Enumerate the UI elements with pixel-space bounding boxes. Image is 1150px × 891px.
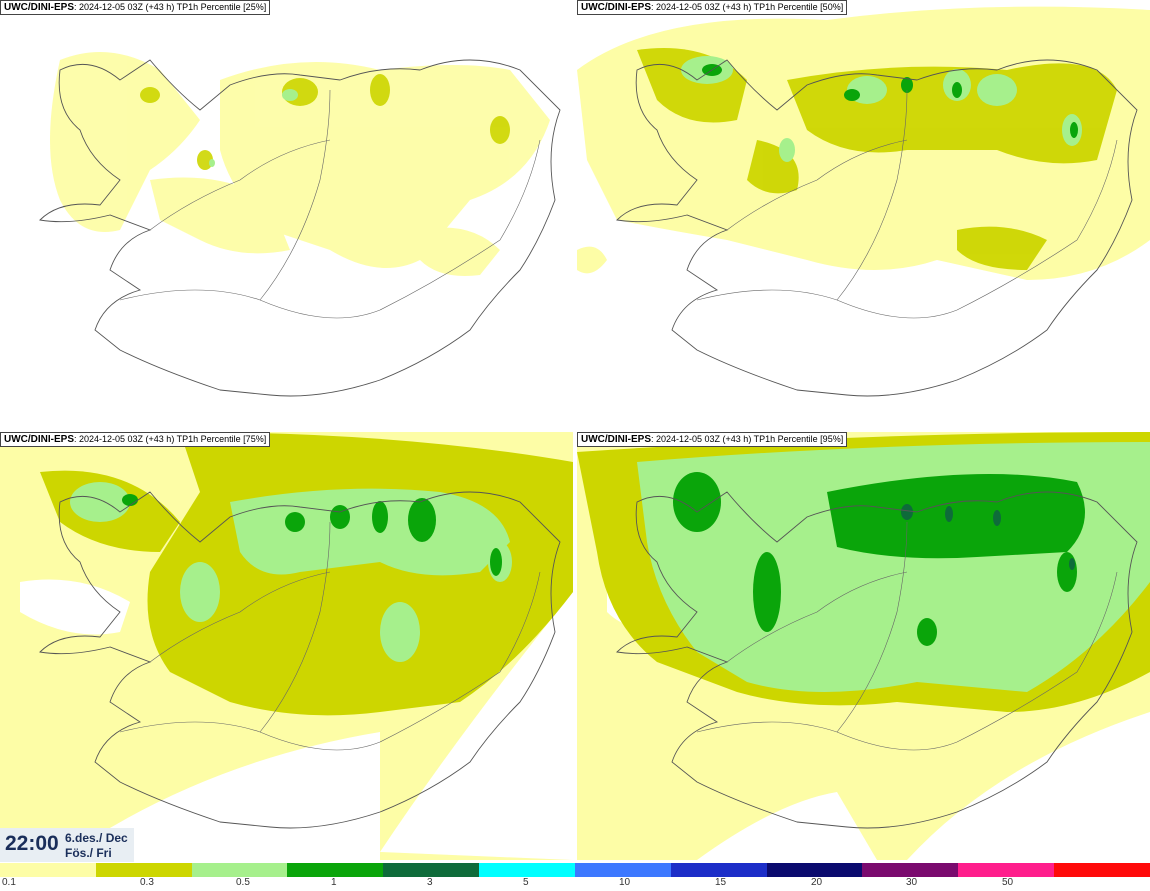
precip-fill-high xyxy=(209,89,298,167)
precip-map-p50 xyxy=(577,6,1150,397)
panel-title-p95: UWC/DINI-EPS: 2024-12-05 03Z (+43 h) TP1… xyxy=(577,432,848,447)
iceland-outline xyxy=(39,59,561,397)
colorbar-tick-label: 5 xyxy=(523,877,529,888)
colorbar-tick-label: 30 xyxy=(906,877,918,888)
valid-date: 6.des./ Dec xyxy=(65,831,128,845)
colorbar-segment xyxy=(191,863,288,877)
precip-fill-heavy xyxy=(122,494,502,576)
colorbar-segment xyxy=(766,863,863,877)
colorbar-segment xyxy=(95,863,192,877)
colorbar-tick-label: 0.5 xyxy=(236,877,250,888)
colorbar-segment xyxy=(0,863,96,877)
map-panel-p75: UWC/DINI-EPS: 2024-12-05 03Z (+43 h) TP1… xyxy=(0,432,573,860)
road-network xyxy=(696,89,1118,319)
colorbar-segment xyxy=(670,863,767,877)
panel-title-p25: UWC/DINI-EPS: 2024-12-05 03Z (+43 h) TP1… xyxy=(0,0,271,15)
model-name: UWC/DINI-EPS xyxy=(4,2,74,13)
panel-divider-horizontal xyxy=(0,430,1150,432)
panel-title-p75: UWC/DINI-EPS: 2024-12-05 03Z (+43 h) TP1… xyxy=(0,432,271,447)
precip-map-p25 xyxy=(39,52,561,397)
road-network xyxy=(119,521,541,751)
colorbar-segment xyxy=(1054,863,1150,877)
precip-map-p95 xyxy=(577,432,1150,860)
iceland-outline xyxy=(39,491,561,829)
colorbar-tick-label: 20 xyxy=(811,877,823,888)
colorbar-ticks: 0.1 0.3 0.5 1 3 5 10 15 20 30 50 xyxy=(0,877,1150,891)
precip-map-p75 xyxy=(0,432,573,860)
dry-area xyxy=(607,579,1150,860)
colorbar-tick-label: 0.1 xyxy=(2,877,16,888)
colorbar-segment xyxy=(383,863,480,877)
map-panel-p50: UWC/DINI-EPS: 2024-12-05 03Z (+43 h) TP1… xyxy=(577,0,1150,428)
road-network xyxy=(696,521,1118,751)
road-network xyxy=(119,89,541,319)
precip-colorbar xyxy=(0,863,1150,877)
colorbar-segment xyxy=(958,863,1055,877)
colorbar-segment xyxy=(862,863,959,877)
colorbar-tick-label: 50 xyxy=(1002,877,1014,888)
colorbar-tick-label: 15 xyxy=(715,877,727,888)
colorbar-segment xyxy=(287,863,384,877)
valid-time-box: 22:00 6.des./ Dec Fös./ Fri xyxy=(0,828,134,862)
dry-area xyxy=(20,579,573,860)
colorbar-segment xyxy=(574,863,671,877)
panel-meta: : 2024-12-05 03Z (+43 h) TP1h Percentile… xyxy=(74,2,267,12)
model-name: UWC/DINI-EPS xyxy=(581,434,651,445)
map-panel-p95: UWC/DINI-EPS: 2024-12-05 03Z (+43 h) TP1… xyxy=(577,432,1150,860)
valid-day: Fös./ Fri xyxy=(65,846,112,860)
precip-fill xyxy=(50,52,550,276)
precip-fill-very-heavy xyxy=(901,504,1075,570)
iceland-outline xyxy=(616,59,1138,397)
iceland-outline xyxy=(616,491,1138,829)
precip-fill-high xyxy=(681,56,1082,162)
model-name: UWC/DINI-EPS xyxy=(4,434,74,445)
precip-fill-high xyxy=(70,482,512,662)
colorbar-segment xyxy=(479,863,575,877)
panel-meta: : 2024-12-05 03Z (+43 h) TP1h Percentile… xyxy=(74,434,267,444)
colorbar-tick-label: 0.3 xyxy=(140,877,154,888)
colorbar-tick-label: 3 xyxy=(427,877,433,888)
map-panel-p25: UWC/DINI-EPS: 2024-12-05 03Z (+43 h) TP1… xyxy=(0,0,573,428)
model-name: UWC/DINI-EPS xyxy=(581,2,651,13)
panel-meta: : 2024-12-05 03Z (+43 h) TP1h Percentile… xyxy=(651,434,844,444)
colorbar-tick-label: 1 xyxy=(331,877,337,888)
valid-time: 22:00 xyxy=(5,832,59,855)
colorbar-tick-label: 10 xyxy=(619,877,631,888)
precip-fill-mid xyxy=(140,74,510,170)
panel-title-p50: UWC/DINI-EPS: 2024-12-05 03Z (+43 h) TP1… xyxy=(577,0,848,15)
panel-meta: : 2024-12-05 03Z (+43 h) TP1h Percentile… xyxy=(651,2,844,12)
